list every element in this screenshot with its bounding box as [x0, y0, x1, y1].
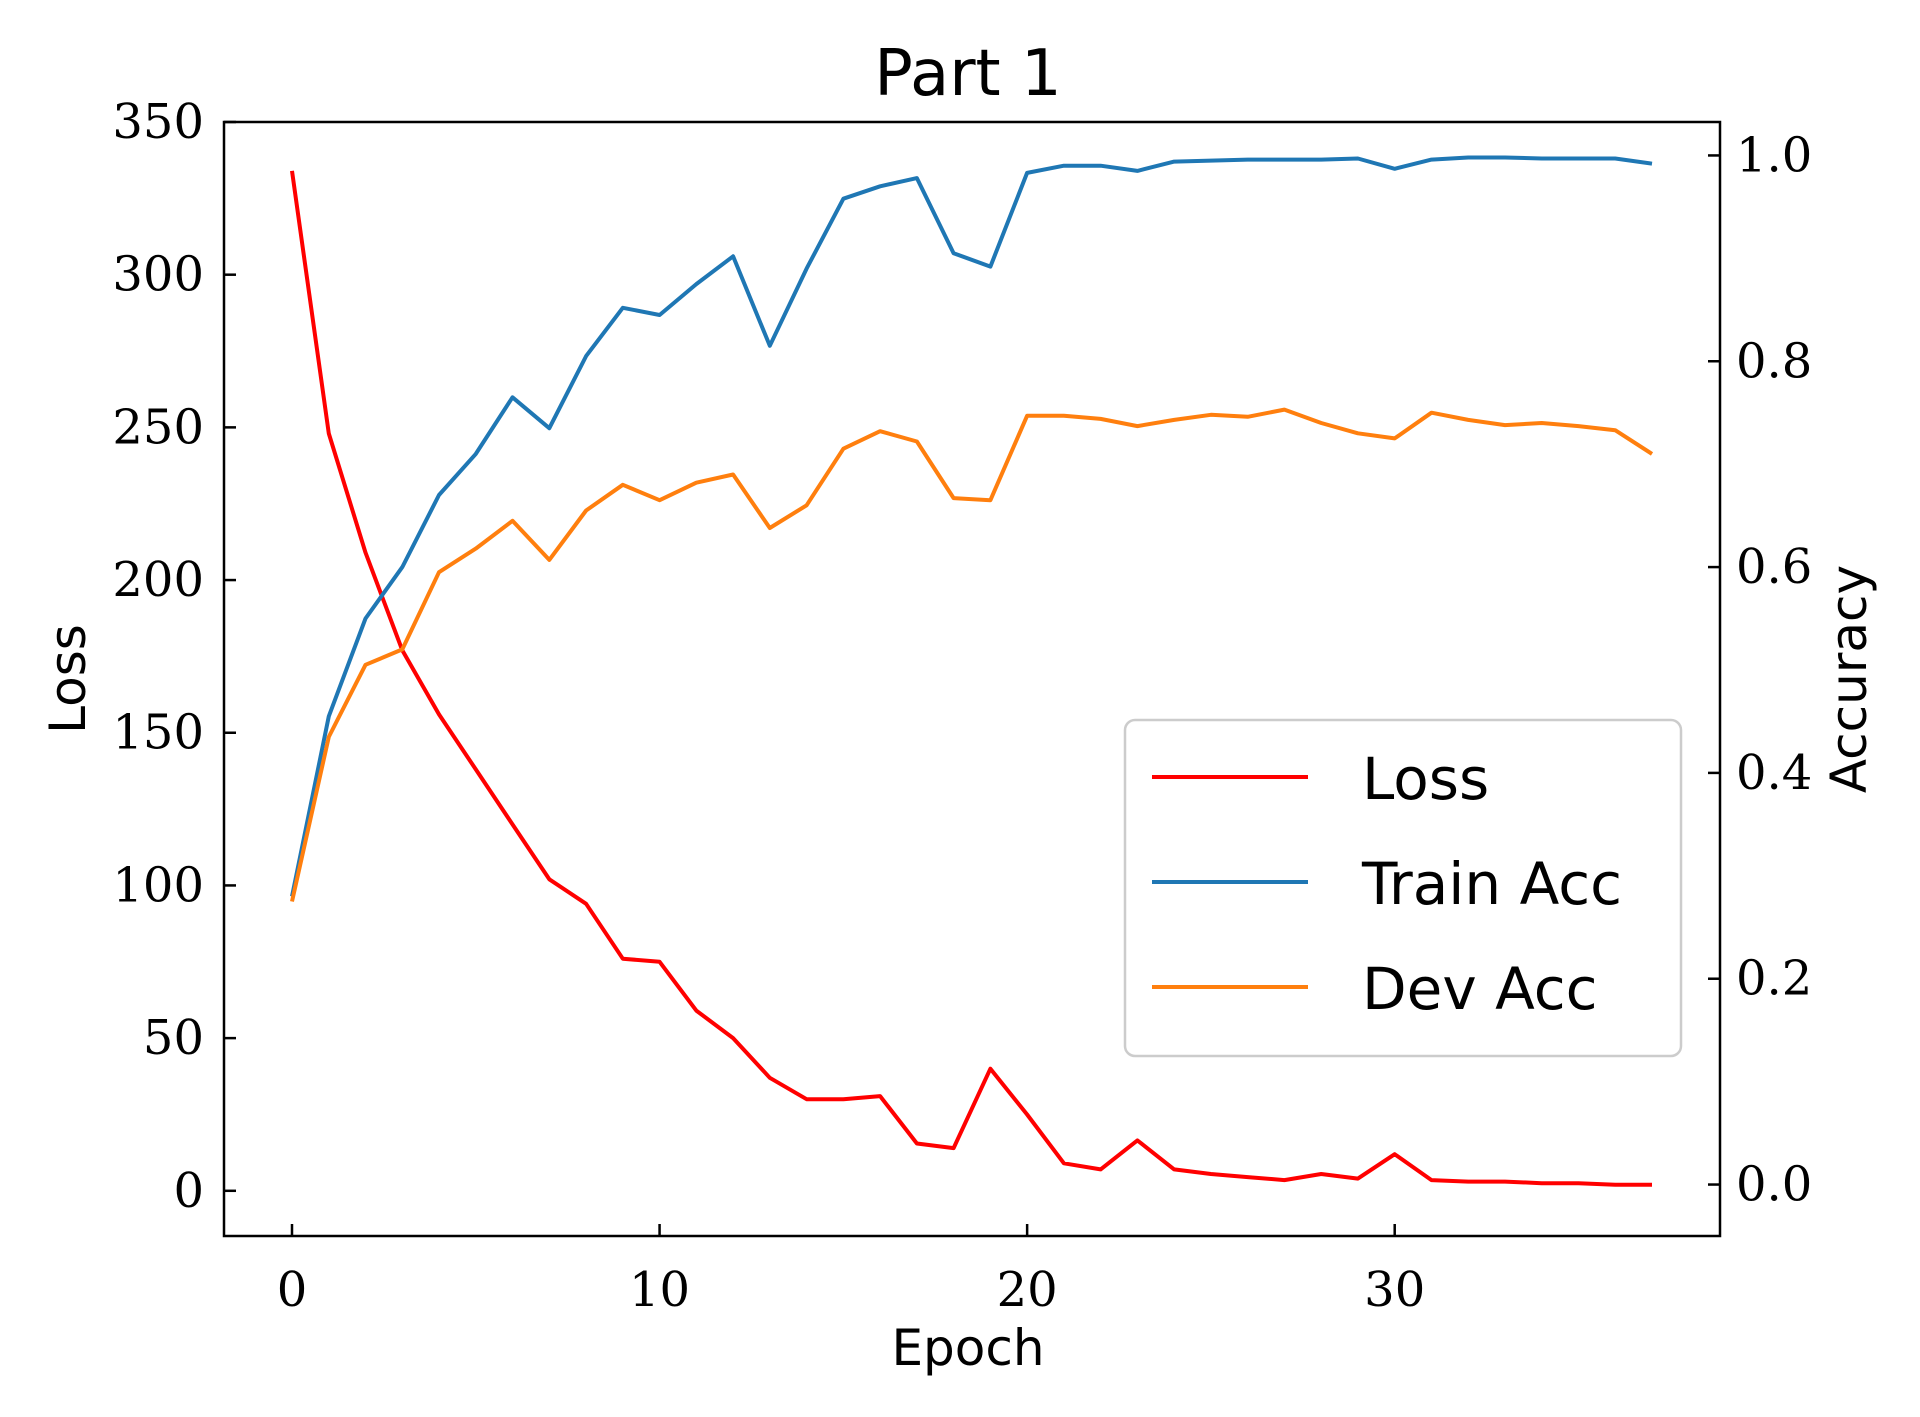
- legend-label-dev-acc: Dev Acc: [1362, 955, 1598, 1023]
- y-left-tick-label: 150: [112, 705, 204, 761]
- y-left-tick-label: 350: [112, 94, 204, 150]
- y-left-tick-label: 300: [112, 247, 204, 303]
- legend-label-loss: Loss: [1362, 745, 1489, 813]
- y-right-tick-label: 0.0: [1736, 1157, 1812, 1213]
- legend: Loss Train Acc Dev Acc: [1123, 718, 1683, 1058]
- legend-label-train-acc: Train Acc: [1361, 850, 1622, 918]
- legend-box: [1123, 718, 1683, 1058]
- y-right-ticks: 0.0 0.2 0.4 0.6 0.8 1.0: [1708, 127, 1812, 1213]
- x-tick-label: 20: [997, 1262, 1058, 1318]
- series-layer: [290, 155, 1654, 1187]
- y-right-axis-label: Accuracy: [1820, 565, 1878, 793]
- series-line-train-acc: [290, 155, 1653, 897]
- y-right-tick-label: 0.8: [1736, 333, 1812, 389]
- x-axis-label: Epoch: [891, 1319, 1044, 1377]
- y-left-tick-label: 100: [112, 857, 204, 913]
- y-right-tick-label: 0.4: [1736, 745, 1812, 801]
- y-left-tick-label: 250: [112, 399, 204, 455]
- x-tick-label: 30: [1364, 1262, 1425, 1318]
- y-left-axis-label: Loss: [39, 624, 97, 734]
- y-left-tick-label: 200: [112, 552, 204, 608]
- x-ticks: 0 10 20 30: [277, 1224, 1425, 1318]
- chart-title: Part 1: [874, 37, 1061, 111]
- y-right-tick-label: 0.2: [1736, 951, 1812, 1007]
- y-left-tick-label: 50: [143, 1010, 204, 1066]
- y-left-ticks: 0 50 100 150 200 250 300 350: [112, 94, 236, 1219]
- y-right-tick-label: 0.6: [1736, 539, 1812, 595]
- plot-frame: [222, 120, 1722, 1238]
- series-line-dev-acc: [290, 407, 1654, 902]
- x-tick-label: 0: [277, 1262, 308, 1318]
- x-tick-label: 10: [629, 1262, 690, 1318]
- y-left-tick-label: 0: [173, 1163, 204, 1219]
- y-right-tick-label: 1.0: [1736, 127, 1812, 183]
- series-line-loss: [290, 170, 1652, 1187]
